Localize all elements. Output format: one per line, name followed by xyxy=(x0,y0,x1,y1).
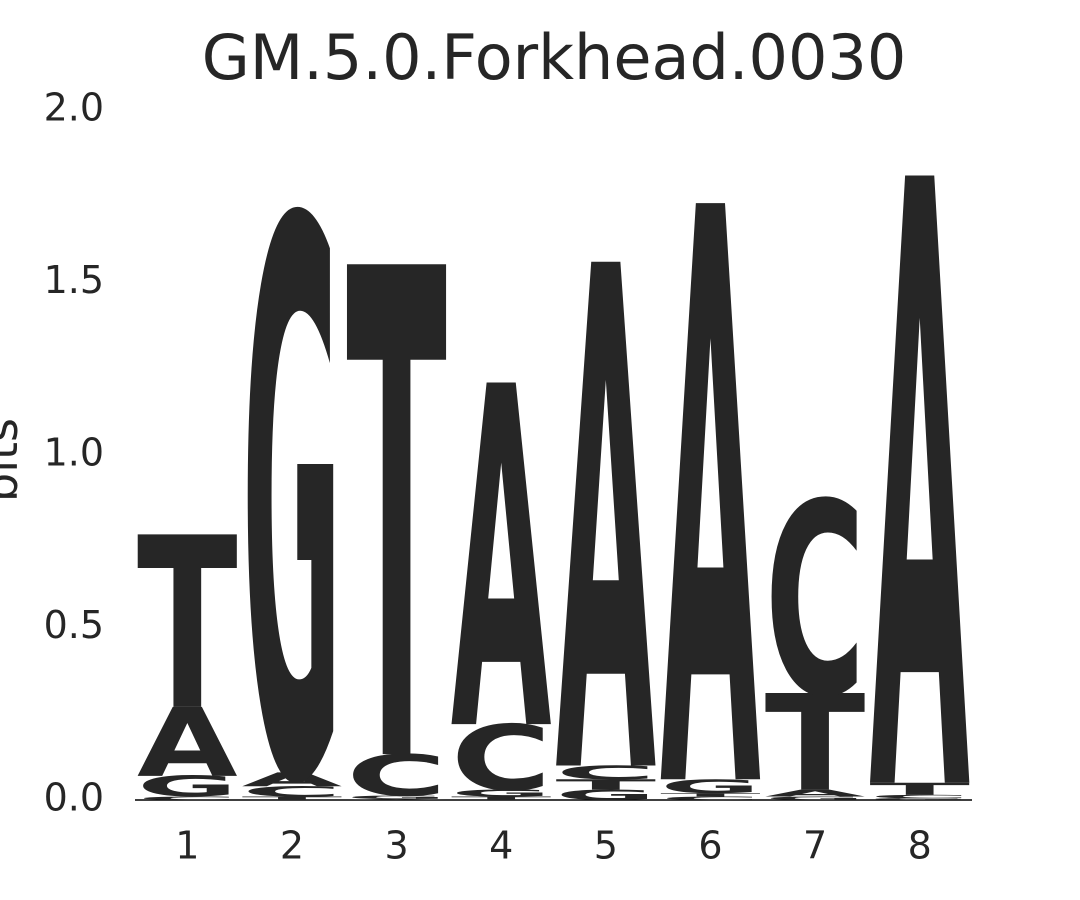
logo-letter: C xyxy=(869,794,970,800)
logo-letter: C xyxy=(346,743,447,809)
logo-letter: A xyxy=(869,10,971,900)
y-tick-label: 1.0 xyxy=(44,431,104,475)
x-tick-label: 1 xyxy=(175,824,199,868)
x-tick-label: 3 xyxy=(384,824,408,868)
x-tick-label: 4 xyxy=(489,824,513,868)
logo-letter: A xyxy=(765,788,866,799)
logo-letter: G xyxy=(660,776,761,798)
logo-letter: T xyxy=(137,488,238,763)
logo-letter: T xyxy=(660,792,761,798)
logo-letter: C xyxy=(137,796,238,802)
logo-letter: T xyxy=(451,796,552,802)
x-tick-label: 8 xyxy=(908,824,932,868)
logo-letter: A xyxy=(346,799,447,801)
logo-letter: G xyxy=(556,787,657,804)
y-axis-label: bits xyxy=(0,418,28,502)
logo-letter: A xyxy=(242,769,343,791)
x-tick-label: 2 xyxy=(280,824,304,868)
logo-letter: C xyxy=(451,707,552,812)
logo-letter: G xyxy=(765,796,866,802)
y-tick-label: 0.0 xyxy=(44,776,104,820)
logo-letter: C xyxy=(556,762,657,784)
logo-letter: A xyxy=(660,45,762,900)
logo-letter: T xyxy=(556,777,657,794)
x-tick-label: 7 xyxy=(803,824,827,868)
y-tick-label: 0.5 xyxy=(44,603,104,647)
y-tick-label: 2.0 xyxy=(44,86,104,130)
logo-letter: G xyxy=(137,770,238,803)
logo-letter: A xyxy=(451,291,553,836)
x-tick-label: 5 xyxy=(594,824,618,868)
x-tick-label: 6 xyxy=(698,824,722,868)
logo-letter: C xyxy=(242,783,343,799)
logo-letter: A xyxy=(137,688,238,799)
logo-letter: C xyxy=(765,447,866,756)
logo-letter: C xyxy=(660,796,761,802)
logo-letter: G xyxy=(869,798,970,801)
chart-title: GM.5.0.Forkhead.0030 xyxy=(202,21,907,94)
logo-letter: G xyxy=(242,64,343,900)
logo-letter: T xyxy=(765,668,866,822)
logo-letter: T xyxy=(346,130,447,900)
y-tick-label: 1.5 xyxy=(44,258,104,302)
logo-letter: T xyxy=(242,796,343,802)
logo-letter: G xyxy=(451,788,552,799)
logo-letter: G xyxy=(346,795,447,801)
logo-letter: T xyxy=(869,780,970,799)
logo-letter: A xyxy=(556,126,658,900)
